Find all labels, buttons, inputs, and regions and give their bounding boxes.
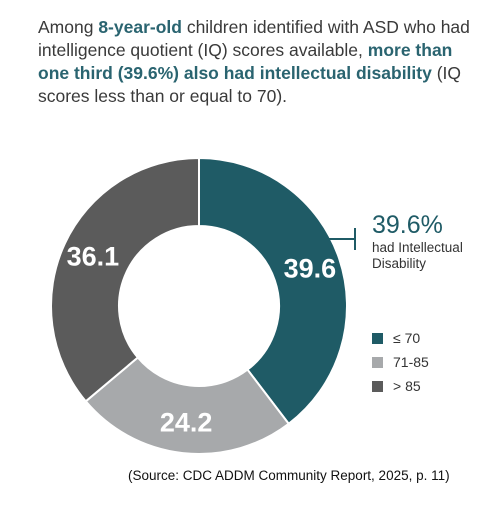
headline-highlight-finding: more than one third (39.6%) also had int…	[38, 40, 453, 83]
donut-slice-le70	[198, 156, 348, 426]
donut-slices	[50, 156, 348, 455]
legend-item-gt85: > 85	[372, 374, 429, 398]
headline-part3: (IQ scores less than or equal to 70).	[38, 63, 462, 106]
legend-item-le70: ≤ 70	[372, 326, 429, 350]
donut-slice-gt85	[50, 156, 200, 403]
chart-headline: Among 8-year-old children identified wit…	[38, 16, 488, 108]
headline-part1: Among	[38, 17, 99, 37]
legend-label-le70: ≤ 70	[393, 330, 421, 346]
legend-swatch-71-85	[372, 356, 383, 368]
legend-label-gt85: > 85	[393, 378, 421, 394]
source-citation: (Source: CDC ADDM Community Report, 2025…	[128, 468, 450, 483]
legend-swatch-le70	[372, 332, 383, 344]
legend-label-71-85: 71-85	[393, 354, 429, 370]
legend-swatch-gt85	[372, 380, 383, 392]
callout-percentage: 39.6%	[372, 211, 443, 239]
headline-part2: children identified with ASD who had int…	[38, 17, 470, 60]
data-label-le70: 39.6	[284, 254, 337, 284]
legend-item-71-85: 71-85	[372, 350, 429, 374]
data-label-71-85: 24.2	[160, 407, 213, 437]
donut-data-labels: 39.6 24.2 36.1	[67, 242, 336, 438]
headline-highlight-age: 8-year-old	[98, 17, 182, 37]
donut-slice-71-85	[84, 356, 291, 455]
data-label-gt85: 36.1	[67, 242, 120, 272]
chart-legend: ≤ 70 71-85 > 85	[372, 326, 429, 398]
callout-description: had Intellectual Disability	[372, 240, 463, 271]
